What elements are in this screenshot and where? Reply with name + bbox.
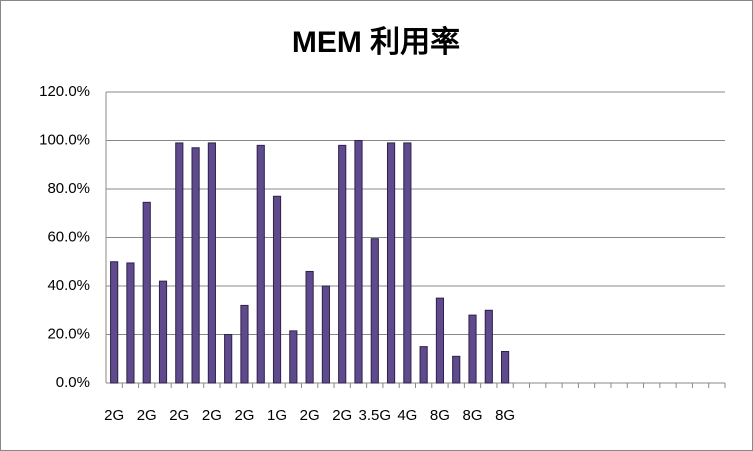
x-tick-label: 8G bbox=[495, 407, 515, 424]
x-tick-label: 3.5G bbox=[359, 407, 392, 424]
bar bbox=[484, 309, 493, 384]
x-tick-label: 2G bbox=[104, 407, 124, 424]
bar bbox=[207, 142, 216, 384]
y-tick-label: 80.0% bbox=[47, 180, 90, 197]
bar bbox=[175, 142, 184, 384]
bar bbox=[110, 261, 119, 384]
y-tick-label: 0.0% bbox=[56, 374, 90, 391]
x-tick-label: 2G bbox=[234, 407, 254, 424]
bar bbox=[191, 147, 200, 384]
bar bbox=[256, 144, 265, 384]
chart-title: MEM 利用率 bbox=[292, 26, 460, 59]
bar bbox=[142, 201, 151, 384]
bar bbox=[126, 262, 135, 384]
x-tick-label: 8G bbox=[430, 407, 450, 424]
bar bbox=[501, 350, 510, 384]
bar bbox=[354, 140, 363, 384]
y-tick-label: 60.0% bbox=[47, 228, 90, 245]
bar bbox=[321, 285, 330, 384]
y-tick-label: 100.0% bbox=[39, 131, 90, 148]
bar bbox=[452, 355, 461, 384]
x-tick-label: 8G bbox=[463, 407, 483, 424]
x-tick-label: 2G bbox=[202, 407, 222, 424]
bar bbox=[419, 346, 428, 384]
bar bbox=[370, 238, 379, 384]
bar bbox=[305, 270, 314, 384]
y-tick-label: 120.0% bbox=[39, 83, 90, 100]
bar bbox=[338, 144, 347, 384]
bar bbox=[468, 314, 477, 384]
x-tick-label: 2G bbox=[137, 407, 157, 424]
bar bbox=[435, 297, 445, 384]
bar bbox=[272, 195, 282, 384]
y-tick-label: 20.0% bbox=[47, 325, 90, 342]
bar bbox=[240, 304, 249, 384]
bar bbox=[224, 334, 233, 384]
y-tick-label: 40.0% bbox=[47, 277, 90, 294]
x-tick-label: 1G bbox=[267, 407, 287, 424]
bar bbox=[289, 330, 298, 384]
bar bbox=[158, 280, 168, 384]
x-tick-label: 2G bbox=[169, 407, 189, 424]
bar bbox=[386, 142, 396, 384]
bar bbox=[403, 142, 412, 384]
x-tick-label: 2G bbox=[300, 407, 320, 424]
x-tick-label: 4G bbox=[397, 407, 417, 424]
x-tick-label: 2G bbox=[332, 407, 352, 424]
